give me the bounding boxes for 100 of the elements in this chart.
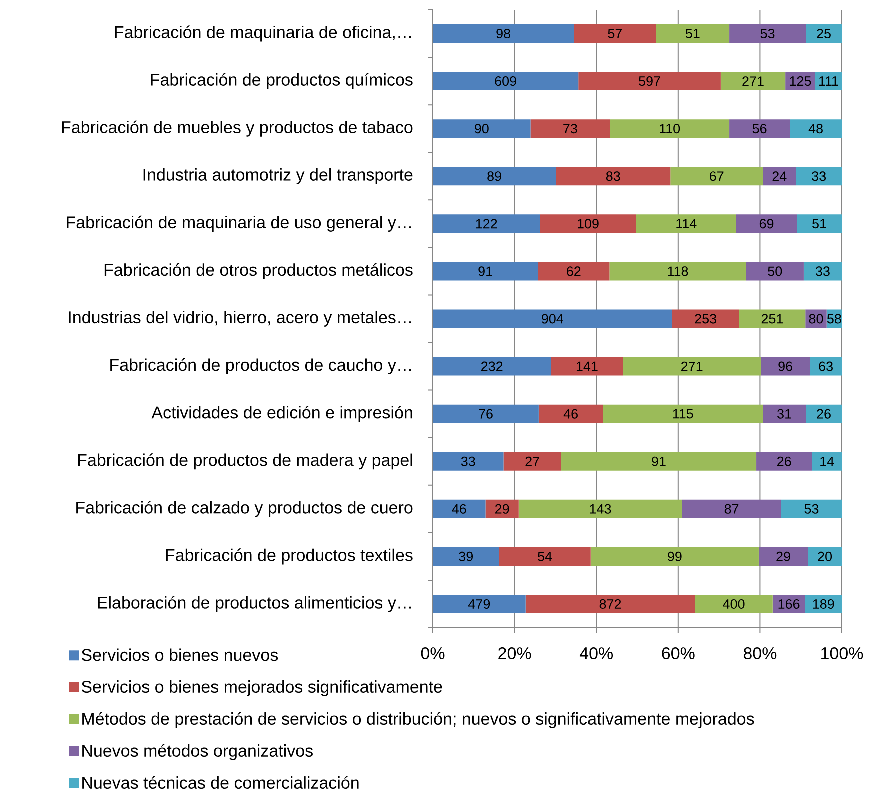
bar <box>530 120 610 138</box>
annotation: 110 <box>660 124 680 134</box>
bar <box>504 452 562 471</box>
annotation: 69 <box>760 219 774 229</box>
annotation: 46 <box>452 504 466 514</box>
bar <box>720 72 786 91</box>
annotation: 56 <box>752 124 767 134</box>
annotation: 57 <box>608 29 622 38</box>
annotation: 114 <box>676 219 697 229</box>
annotation: 189 <box>813 599 834 609</box>
annotation: 232 <box>482 362 503 372</box>
annotation: 99 <box>668 552 682 562</box>
annotation: 39 <box>459 552 474 562</box>
bar <box>433 594 526 614</box>
annotation: 53 <box>760 28 775 39</box>
y-tick-label: Fabricación de calzado y productos de cuero <box>76 501 413 518</box>
annotation: 91 <box>652 456 666 466</box>
legend-label: Métodos de prestación de servicios o distribución; nuevos o significativamente mejorados <box>82 712 754 728</box>
annotation: 597 <box>639 76 660 86</box>
bar <box>518 500 682 518</box>
annotation: 98 <box>496 28 510 39</box>
bar <box>756 452 812 471</box>
annotation: 63 <box>819 362 833 372</box>
x-tick-label: 20% <box>498 648 532 660</box>
y-tick-label: Fabricación de productos de caucho y… <box>110 358 412 375</box>
y-tick-label: Fabricación de productos químicos <box>151 73 413 90</box>
annotation: 109 <box>578 219 599 229</box>
annotation: 90 <box>475 124 489 134</box>
bar <box>730 120 790 138</box>
bar <box>433 547 500 566</box>
bar <box>812 452 842 471</box>
annotation: 141 <box>576 362 598 372</box>
bar <box>574 24 656 44</box>
y-tick-label: Fabricación de productos de madera y papel <box>78 454 412 470</box>
bar <box>781 500 842 518</box>
annotation: 271 <box>682 362 703 372</box>
annotation: 479 <box>468 599 490 609</box>
bar <box>815 72 842 91</box>
bar <box>433 72 579 91</box>
bar <box>623 357 762 376</box>
annotation: 54 <box>538 552 552 562</box>
y-tick-label: Industrias del vidrio, hierro, acero y metales… <box>69 311 412 327</box>
y-tick-label: Fabricación de muebles y productos de tabaco <box>62 120 413 137</box>
bar <box>682 500 782 518</box>
bar <box>540 214 636 234</box>
bar <box>433 404 539 424</box>
bar <box>672 310 740 328</box>
annotation: 33 <box>816 266 830 276</box>
annotation: 31 <box>778 409 792 419</box>
x-tick-label: 60% <box>662 648 695 660</box>
bar <box>695 594 773 614</box>
bar <box>806 404 842 424</box>
bar <box>433 452 504 471</box>
bar <box>610 120 730 138</box>
bar <box>433 262 538 281</box>
annotation: 271 <box>742 76 764 86</box>
bar <box>486 500 519 518</box>
annotation: 80 <box>809 314 824 324</box>
annotation: 53 <box>804 504 819 514</box>
bar <box>763 404 806 424</box>
annotation: 122 <box>476 219 498 229</box>
annotation: 904 <box>542 314 564 324</box>
x-tick-label: 100% <box>822 648 864 660</box>
annotation: 29 <box>776 552 790 562</box>
bar <box>636 214 736 234</box>
annotation: 20 <box>818 552 832 562</box>
bar <box>810 357 842 376</box>
bar <box>433 120 531 138</box>
annotation: 33 <box>461 456 476 466</box>
bar <box>556 167 671 186</box>
bar <box>804 262 842 281</box>
bar <box>790 120 842 138</box>
annotation: 26 <box>778 456 792 466</box>
bar <box>433 500 486 518</box>
annotation: 76 <box>479 409 493 419</box>
y-tick-label: Industria automotriz y del transporte <box>144 168 413 184</box>
y-tick-label: Fabricación de maquinaria de oficina,… <box>115 26 412 42</box>
x-tick-label: 80% <box>744 648 777 660</box>
annotation: 115 <box>673 409 694 419</box>
y-tick-label: Fabricación de maquinaria de uso general y… <box>67 216 412 232</box>
annotation: 51 <box>686 29 700 38</box>
annotation: 33 <box>812 172 826 182</box>
annotation: 400 <box>723 599 745 609</box>
annotation: 143 <box>590 504 612 514</box>
bar <box>538 262 610 281</box>
y-tick-label: Fabricación de productos textiles <box>166 548 413 565</box>
bar <box>499 547 591 566</box>
bar <box>538 404 604 424</box>
annotation: 58 <box>827 314 842 324</box>
y-tick-label: Fabricación de otros productos metálicos <box>104 263 413 280</box>
legend-label: Servicios o bienes mejorados significativamente <box>82 680 442 696</box>
bar <box>736 214 798 234</box>
annotation: 62 <box>567 266 581 276</box>
legend-label: Servicios o bienes nuevos <box>82 648 278 662</box>
annotation: 251 <box>762 314 784 324</box>
annotation: 91 <box>478 266 492 276</box>
annotation: 24 <box>772 172 787 182</box>
annotation: 125 <box>790 76 812 86</box>
annotation: 118 <box>668 266 688 276</box>
annotation: 253 <box>695 314 716 324</box>
